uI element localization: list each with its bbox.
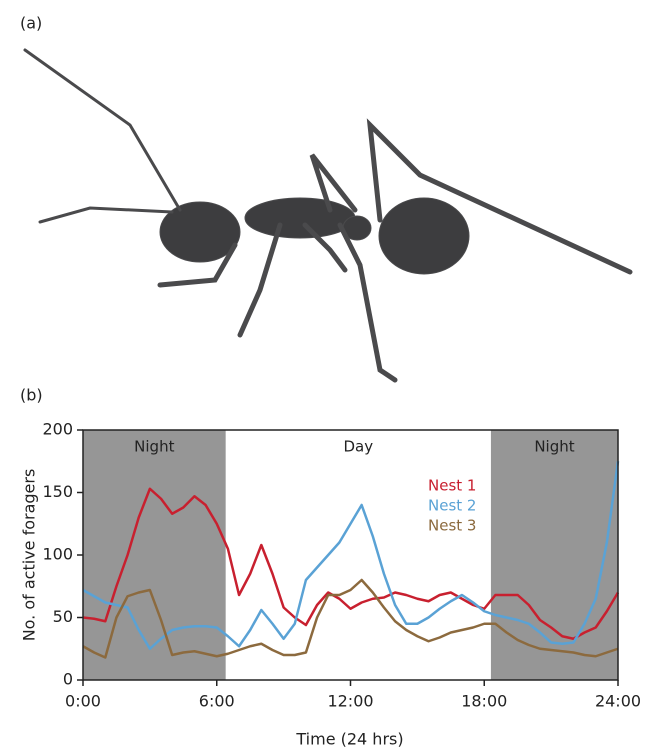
night-shade — [83, 430, 226, 680]
period-label: Day — [343, 438, 373, 456]
legend-entry: Nest 3 — [428, 517, 476, 535]
panel-label: (b) — [20, 386, 43, 405]
figure: (a) (b) Night Day Night 0 50 100 150 200 0:00 6:0… — [0, 0, 645, 752]
y-tick-label: 100 — [42, 545, 73, 564]
y-tick-label: 0 — [63, 670, 73, 689]
legend-entry: Nest 2 — [428, 497, 476, 515]
x-tick-label: 18:00 — [461, 692, 507, 711]
x-tick-label: 6:00 — [199, 692, 235, 711]
legend-entry: Nest 1 — [428, 477, 476, 495]
period-label: Night — [534, 438, 574, 456]
x-tick-label: 0:00 — [65, 692, 101, 711]
x-tick-label: 24:00 — [595, 692, 641, 711]
page: (a) (b) Night Day Night 0 50 100 150 200 0:00 6:0… — [0, 0, 645, 756]
ant-antennae — [25, 50, 180, 222]
ant-thorax — [245, 198, 355, 238]
period-label: Night — [134, 438, 174, 456]
y-tick-label: 200 — [42, 420, 73, 439]
plot-area: Night Day Night 0 50 100 150 200 0:00 6:00 12:00 18… — [42, 420, 641, 711]
y-tick-label: 50 — [53, 607, 73, 626]
y-axis-label: No. of active foragers — [20, 469, 39, 642]
ant-illustration — [25, 50, 630, 380]
ant-gaster — [379, 198, 469, 274]
y-tick-label: 150 — [42, 482, 73, 501]
x-tick-label: 12:00 — [327, 692, 373, 711]
panel-label: (a) — [20, 14, 42, 33]
x-axis-label: Time (24 hrs) — [295, 730, 403, 749]
